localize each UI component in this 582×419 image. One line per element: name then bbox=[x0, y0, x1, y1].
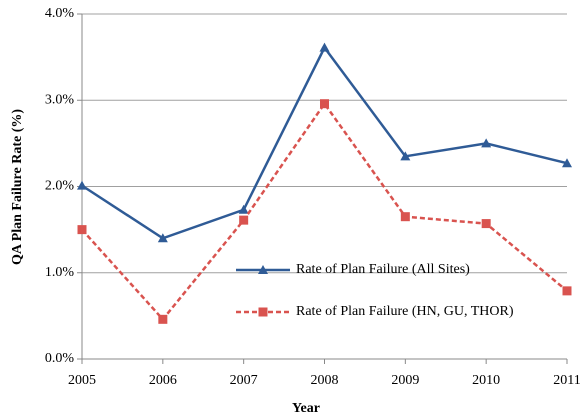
marker bbox=[481, 219, 491, 229]
marker bbox=[239, 215, 249, 225]
y-tick-label: 4.0% bbox=[45, 6, 75, 21]
marker bbox=[77, 225, 87, 235]
marker bbox=[158, 314, 168, 324]
x-tick-label: 2007 bbox=[230, 373, 258, 388]
marker bbox=[400, 151, 411, 161]
y-tick-label: 0.0% bbox=[45, 351, 75, 366]
legend-label: Rate of Plan Failure (All Sites) bbox=[296, 262, 470, 277]
marker bbox=[481, 138, 492, 148]
y-tick-label: 1.0% bbox=[45, 265, 75, 280]
marker bbox=[319, 42, 330, 52]
x-tick-label: 2005 bbox=[68, 373, 96, 388]
x-tick-label: 2006 bbox=[149, 373, 177, 388]
x-tick-label: 2009 bbox=[391, 373, 419, 388]
legend-label: Rate of Plan Failure (HN, GU, THOR) bbox=[296, 304, 514, 319]
line bbox=[81, 45, 568, 240]
x-tick-label: 2011 bbox=[553, 373, 580, 388]
x-tick-label: 2008 bbox=[311, 373, 339, 388]
marker bbox=[157, 233, 168, 243]
y-tick-label: 2.0% bbox=[45, 179, 75, 194]
x-tick-label: 2010 bbox=[472, 373, 500, 388]
marker bbox=[400, 212, 410, 222]
marker bbox=[258, 265, 268, 274]
y-axis-label: QA Plan Failure Rate (%) bbox=[10, 109, 25, 265]
x-axis-label: Year bbox=[292, 401, 320, 416]
y-tick-label: 3.0% bbox=[45, 92, 75, 107]
marker bbox=[562, 158, 572, 168]
marker bbox=[320, 99, 329, 109]
marker bbox=[562, 286, 572, 296]
marker bbox=[77, 180, 87, 190]
marker bbox=[238, 204, 249, 214]
marker bbox=[258, 307, 268, 317]
line bbox=[81, 101, 568, 322]
